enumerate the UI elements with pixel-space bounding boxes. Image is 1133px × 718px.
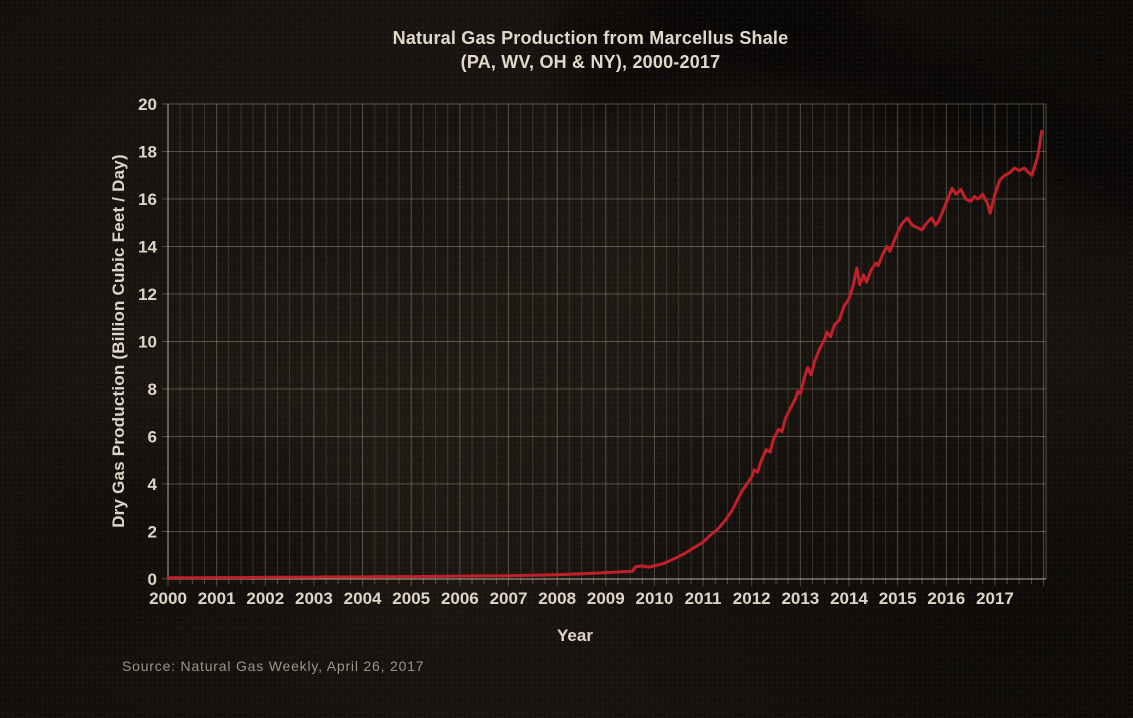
x-tick-label: 2017 (976, 589, 1014, 608)
source-note: Source: Natural Gas Weekly, April 26, 20… (122, 658, 425, 674)
x-tick-label: 2010 (636, 589, 674, 608)
grid-minor (179, 104, 1032, 579)
y-tick-label: 20 (138, 95, 157, 114)
x-tick-label: 2001 (198, 589, 236, 608)
chart-title-line2: (PA, WV, OH & NY), 2000-2017 (460, 52, 721, 72)
x-tick-label: 2016 (927, 589, 965, 608)
y-tick-label: 4 (148, 475, 158, 494)
y-tick-label: 6 (148, 428, 157, 447)
x-tick-label: 2000 (149, 589, 187, 608)
axis-tick-marks (162, 103, 1045, 586)
production-line-series (166, 129, 1044, 580)
x-axis-title: Year (557, 626, 593, 645)
y-tick-label: 18 (138, 143, 157, 162)
y-axis-tick-labels: 0 2 4 6 8 10 12 14 16 18 20 (138, 95, 157, 589)
x-tick-label: 2006 (441, 589, 479, 608)
y-axis-title: Dry Gas Production (Billion Cubic Feet /… (109, 154, 128, 528)
y-tick-label: 0 (148, 570, 157, 589)
y-tick-label: 16 (138, 190, 157, 209)
x-tick-label: 2013 (781, 589, 819, 608)
x-tick-label: 2002 (246, 589, 284, 608)
production-line (166, 129, 1044, 580)
y-tick-label: 2 (148, 523, 157, 542)
x-tick-label: 2008 (538, 589, 576, 608)
x-axis-tick-labels: 2000 2001 2002 2003 2004 2005 2006 2007 2008 2009… (149, 589, 1014, 608)
x-tick-label: 2014 (830, 589, 868, 608)
x-tick-label: 2012 (733, 589, 771, 608)
axis-lines (167, 104, 1047, 580)
y-tick-label: 8 (148, 380, 157, 399)
x-tick-label: 2005 (392, 589, 430, 608)
grid-major (167, 103, 1046, 580)
x-tick-label: 2015 (879, 589, 917, 608)
chart-title: Natural Gas Production from Marcellus Sh… (168, 26, 1013, 74)
y-tick-label: 10 (138, 333, 157, 352)
x-tick-label: 2004 (344, 589, 382, 608)
x-tick-label: 2011 (685, 589, 722, 608)
x-tick-label: 2007 (490, 589, 528, 608)
x-tick-label: 2003 (295, 589, 333, 608)
background-shadow-blob (40, 430, 340, 630)
x-tick-label: 2009 (587, 589, 625, 608)
chart-title-line1: Natural Gas Production from Marcellus Sh… (392, 28, 789, 48)
y-tick-label: 14 (138, 238, 157, 257)
y-tick-label: 12 (138, 285, 157, 304)
